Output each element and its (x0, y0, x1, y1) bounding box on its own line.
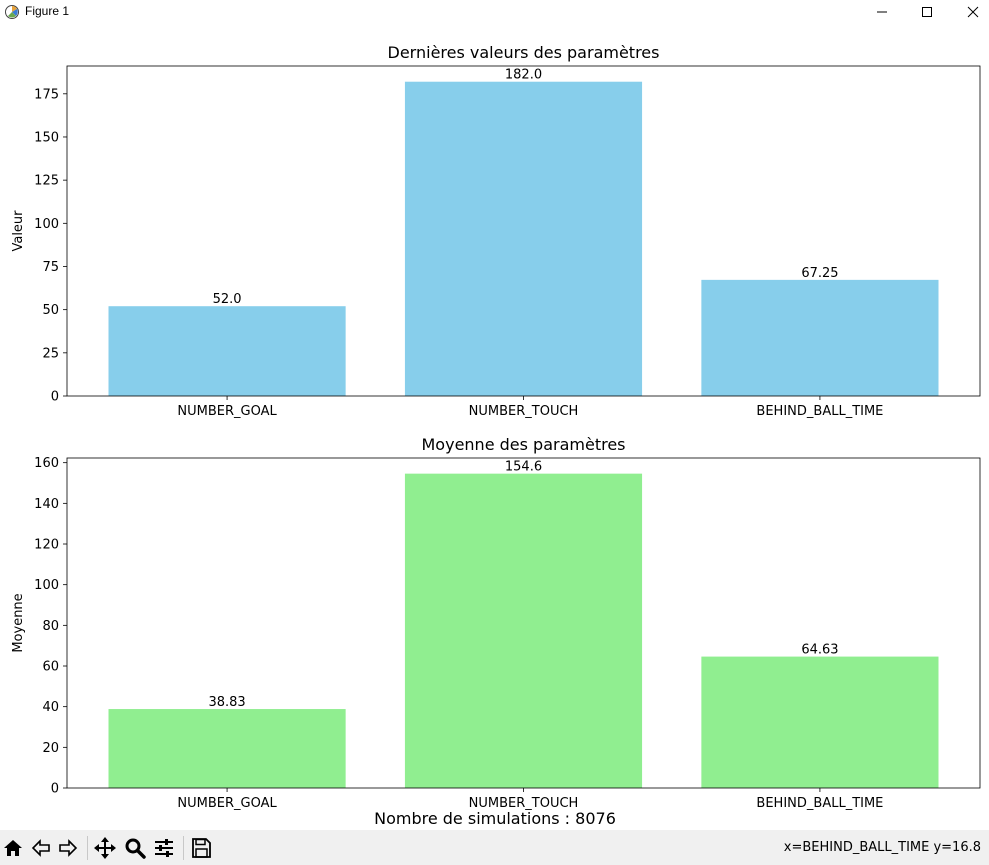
y-tick-label: 120 (34, 538, 59, 553)
forward-button[interactable] (55, 835, 81, 861)
y-tick-label: 75 (42, 260, 59, 275)
bar-value-label: 52.0 (213, 292, 242, 307)
toolbar-separator (183, 836, 184, 860)
pan-icon (94, 837, 116, 859)
y-tick-label: 175 (34, 87, 59, 102)
toolbar-separator (87, 836, 88, 860)
y-tick-label: 0 (51, 782, 59, 797)
x-tick-label: NUMBER_GOAL (177, 404, 277, 419)
navigation-toolbar: x=BEHIND_BALL_TIME y=16.8 (0, 830, 989, 865)
window-titlebar: Figure 1 (0, 0, 989, 24)
figure-svg: 52.0 NUMBER_GOAL 182.0 NUMBER_TOUCH 67.25 BEH… (11, 43, 981, 828)
chart-title: Moyenne des paramètres (422, 435, 626, 454)
y-tick-label: 125 (34, 174, 59, 189)
bar-number_touch (404, 81, 643, 396)
y-tick-label: 0 (51, 390, 59, 405)
y-tick-label: 60 (42, 660, 59, 675)
y-tick-label: 150 (34, 130, 59, 145)
bar-behind_ball_time (701, 279, 939, 396)
y-tick-label: 20 (42, 741, 59, 756)
x-tick-label: NUMBER_TOUCH (469, 404, 579, 419)
y-tick-label: 100 (34, 217, 59, 232)
maximize-button[interactable] (904, 0, 950, 24)
save-icon (192, 838, 211, 858)
x-tick-label: NUMBER_GOAL (177, 796, 277, 811)
bar-value-label: 154.6 (505, 460, 542, 475)
home-button[interactable] (0, 835, 26, 861)
cursor-coordinates: x=BEHIND_BALL_TIME y=16.8 (783, 840, 981, 855)
minimize-button[interactable] (859, 0, 905, 24)
zoom-button[interactable] (122, 835, 148, 861)
figure-canvas[interactable]: 52.0 NUMBER_GOAL 182.0 NUMBER_TOUCH 67.25 BEH… (0, 24, 989, 830)
y-axis-label: Valeur (11, 210, 26, 252)
y-tick-label: 50 (42, 303, 59, 318)
x-tick-label: NUMBER_TOUCH (469, 796, 579, 811)
bar-number_goal (108, 709, 346, 788)
bar-behind_ball_time (701, 656, 939, 788)
zoom-icon (125, 838, 146, 859)
y-tick-label: 80 (42, 619, 59, 634)
matplotlib-app-icon (5, 5, 19, 19)
home-icon (4, 840, 22, 856)
minimize-icon (877, 11, 887, 13)
y-tick-label: 40 (42, 700, 59, 715)
y-tick-label: 25 (42, 346, 59, 361)
y-tick-label: 160 (34, 456, 59, 471)
configure-subplots-icon (155, 839, 173, 857)
chart-title: Dernières valeurs des paramètres (388, 43, 660, 62)
bar-value-label: 64.63 (801, 643, 838, 658)
close-button[interactable] (950, 0, 989, 24)
bar-value-label: 38.83 (208, 695, 245, 710)
maximize-icon (922, 7, 932, 17)
bar-number_goal (108, 306, 346, 396)
pan-button[interactable] (92, 835, 118, 861)
x-tick-label: BEHIND_BALL_TIME (756, 404, 883, 419)
bar-value-label: 67.25 (801, 266, 838, 281)
close-icon (967, 6, 979, 18)
y-axis-label: Moyenne (11, 593, 26, 652)
y-tick-label: 140 (34, 497, 59, 512)
bar-value-label: 182.0 (505, 68, 542, 83)
back-icon (31, 839, 50, 857)
configure-subplots-button[interactable] (151, 835, 177, 861)
x-tick-label: BEHIND_BALL_TIME (756, 796, 883, 811)
axes-frame (66, 65, 981, 397)
bar-number_touch (404, 473, 643, 788)
y-tick-label: 100 (34, 578, 59, 593)
axes-frame (66, 457, 981, 789)
window-title: Figure 1 (25, 4, 70, 18)
forward-icon (59, 839, 78, 857)
simulation-count-label: Nombre de simulations : 8076 (374, 809, 616, 828)
save-button[interactable] (188, 835, 214, 861)
back-button[interactable] (28, 835, 54, 861)
